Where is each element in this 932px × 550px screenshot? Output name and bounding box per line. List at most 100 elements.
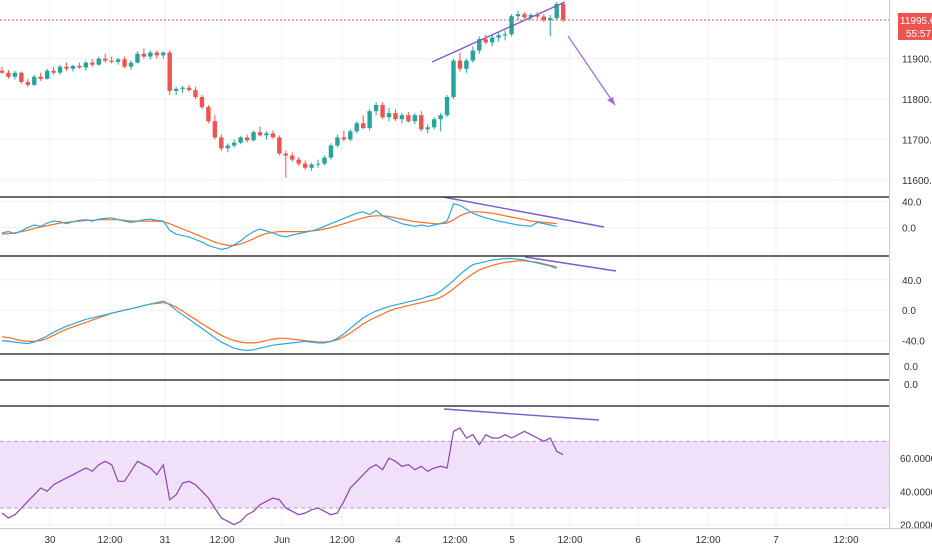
candle-body: [83, 62, 89, 68]
candle: [451, 58, 456, 100]
price-axis-tick: 11700.0: [902, 135, 932, 146]
candle-body: [38, 76, 43, 79]
candle: [186, 84, 192, 92]
time-axis-label: 4: [395, 535, 401, 546]
price-axis-tick: 11600.0: [902, 176, 932, 187]
candle-body: [302, 163, 308, 168]
trendline-osc1[interactable]: [442, 196, 605, 228]
candle-body: [135, 53, 140, 63]
time-axis-label: 12:00: [833, 535, 858, 546]
time-axis-label: 12:00: [695, 535, 720, 546]
candle: [380, 102, 385, 120]
osc1-axis-tick: 0.0: [902, 224, 916, 235]
countdown-label: 55:57: [906, 29, 931, 40]
candle-body: [96, 58, 101, 65]
candle-body: [457, 60, 463, 69]
candle: [225, 143, 230, 153]
candle: [541, 14, 546, 23]
candle: [367, 109, 372, 131]
time-axis-label: 7: [773, 535, 779, 546]
osc2-axis-tick: -40.0: [902, 337, 925, 348]
candle: [251, 130, 256, 142]
osc2-axis-tick: 40.0: [902, 276, 922, 287]
candle: [57, 64, 63, 75]
osc1-signal-line: [1, 211, 557, 246]
candle-body: [257, 132, 263, 136]
candle: [283, 150, 288, 178]
candle-body: [361, 123, 366, 129]
candle-body: [12, 72, 18, 77]
time-axis-label: 12:00: [557, 535, 582, 546]
candle: [335, 134, 340, 148]
candle: [83, 60, 89, 71]
candle-body: [541, 16, 546, 21]
candle-body: [51, 70, 56, 73]
projection-arrow-line[interactable]: [567, 35, 616, 106]
candle-body: [380, 105, 385, 118]
candle-body: [431, 119, 437, 128]
candle: [502, 30, 508, 41]
candle: [206, 105, 211, 124]
candle-body: [167, 52, 172, 91]
candle-body: [548, 18, 553, 21]
candle: [431, 117, 437, 130]
candle-body: [244, 137, 250, 141]
background-layer: [0, 0, 889, 528]
candle-body: [186, 87, 192, 91]
candle-body: [438, 115, 443, 120]
osc2-main-line: [1, 257, 557, 352]
candle: [290, 152, 295, 162]
time-axis-label: 12:00: [209, 535, 234, 546]
candle: [464, 58, 469, 73]
trendline-osc2[interactable]: [524, 256, 617, 272]
trendline-price[interactable]: [431, 1, 566, 63]
candle-body: [283, 153, 288, 156]
candle-body: [115, 59, 121, 62]
candle: [399, 112, 405, 124]
candle: [6, 69, 11, 79]
candle-body: [373, 105, 379, 112]
rsi-axis-tick: 40.0000: [900, 487, 932, 498]
candle: [90, 59, 95, 67]
candle: [393, 109, 398, 122]
annotation-layer[interactable]: [431, 1, 617, 421]
candle-body: [161, 52, 166, 56]
candle-body: [496, 35, 501, 38]
candle: [154, 50, 159, 59]
candle-body: [0, 70, 5, 73]
candle: [496, 31, 501, 42]
candle-body: [309, 164, 314, 168]
candle-body: [509, 16, 514, 35]
candle-body: [554, 4, 559, 19]
candle: [51, 66, 56, 75]
candle: [361, 115, 366, 130]
candle-body: [44, 70, 50, 79]
candle-body: [212, 121, 218, 138]
candle: [44, 68, 50, 80]
candle-body: [528, 14, 534, 18]
candle-body: [393, 113, 398, 120]
candle: [425, 124, 430, 134]
trendline-rsi[interactable]: [443, 408, 600, 421]
candle-body: [348, 131, 353, 140]
candle: [148, 50, 153, 60]
candle-body: [25, 82, 30, 85]
candle: [264, 131, 269, 140]
osc4-axis-tick: 0.0: [904, 380, 918, 391]
candle: [302, 160, 308, 170]
candle-body: [32, 76, 37, 85]
candle-body: [277, 137, 282, 154]
candle: [25, 78, 30, 87]
candle: [180, 86, 185, 93]
candle: [483, 34, 488, 45]
projection-arrow-head[interactable]: [607, 97, 615, 105]
time-axis-label: 30: [44, 535, 56, 546]
candle-body: [90, 62, 95, 65]
candle: [296, 157, 301, 166]
candle-body: [328, 145, 334, 158]
candle: [141, 48, 147, 59]
candle-body: [490, 37, 495, 43]
osc3-axis-tick: 0.0: [904, 362, 918, 373]
candle-body: [451, 60, 456, 97]
